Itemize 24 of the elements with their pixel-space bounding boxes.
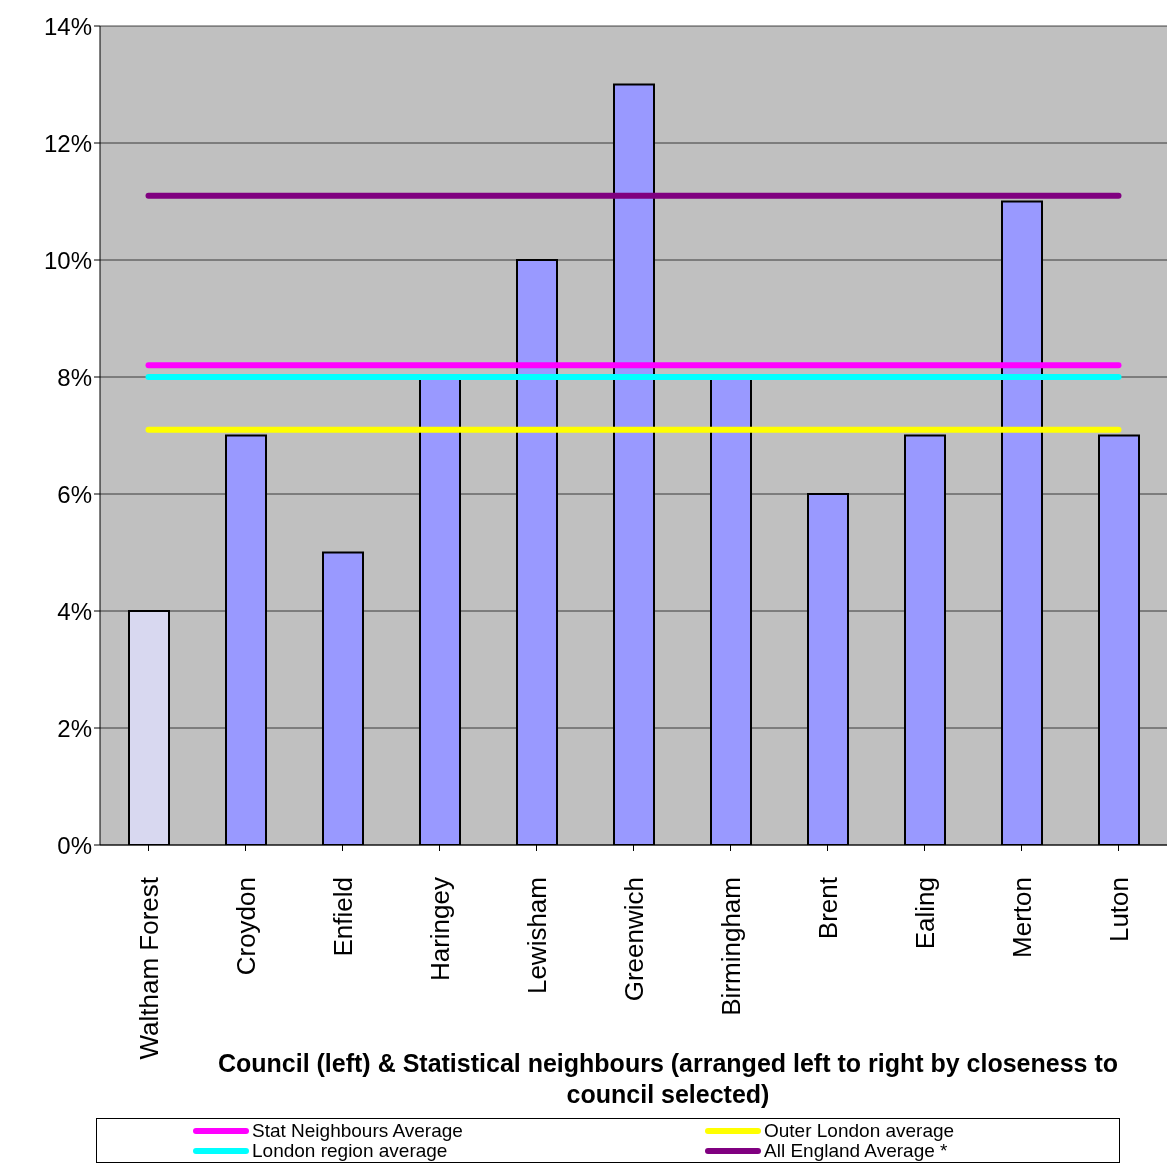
y-tick-label: 10%: [43, 246, 92, 274]
x-tick-label: Haringey: [424, 877, 455, 982]
y-tick-label: 4%: [57, 597, 92, 625]
legend-label: Stat Neighbours Average: [252, 1120, 463, 1141]
x-tick-label: Waltham Forest: [133, 876, 164, 1060]
y-tick-label: 12%: [43, 129, 92, 157]
x-tick-label: Birmingham: [715, 877, 746, 1016]
y-tick-label: 2%: [57, 714, 92, 742]
legend-label: All England Average *: [764, 1140, 948, 1161]
x-tick-label: Ealing: [909, 877, 940, 950]
x-tick-label: Croydon: [230, 877, 261, 976]
y-tick-label: 6%: [57, 480, 92, 508]
x-tick-label: Luton: [1103, 877, 1134, 943]
x-tick-label: Merton: [1006, 877, 1037, 958]
y-tick-label: 0%: [57, 831, 92, 859]
x-tick-label: Brent: [812, 876, 843, 940]
x-axis-title: Council (left) & Statistical neighbours (arranged left to right by closeness to council selected): [216, 1048, 1120, 1110]
x-tick-label: Greenwich: [618, 877, 649, 1002]
x-tick-label: Lewisham: [521, 877, 552, 995]
legend-label: Outer London average: [764, 1120, 955, 1141]
x-tick-label: Enfield: [327, 877, 358, 957]
y-tick-label: 8%: [57, 363, 92, 391]
legend-label: London region average: [252, 1140, 448, 1161]
y-tick-label: 14%: [43, 12, 92, 40]
